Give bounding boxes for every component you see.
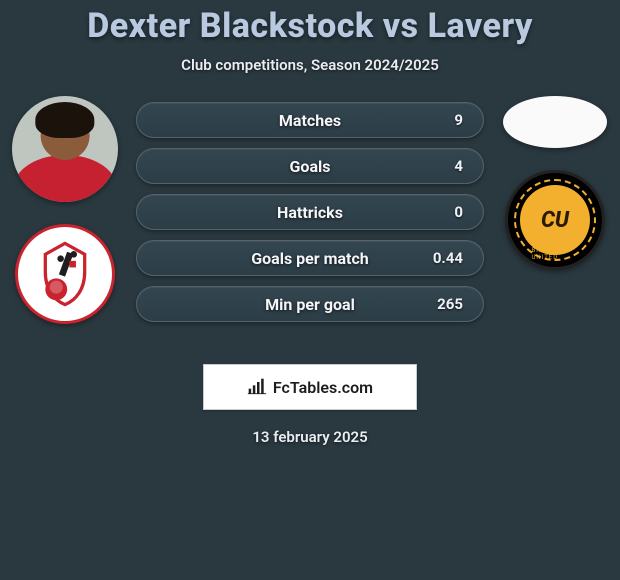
subtitle: Club competitions, Season 2024/2025: [0, 56, 620, 74]
stat-row: Min per goal 265: [136, 286, 484, 322]
right-player-avatar: [503, 96, 607, 148]
bar-chart-icon: [247, 377, 267, 397]
right-team-badge: CU BRIDGE UNITED: [505, 170, 605, 270]
comparison-card: Dexter Blackstock vs Lavery Club competi…: [0, 0, 620, 580]
stat-right-value: 4: [403, 157, 463, 175]
right-player-column: CU BRIDGE UNITED: [496, 96, 614, 270]
stat-right-value: 265: [403, 295, 463, 313]
stat-row: Matches 9: [136, 102, 484, 138]
stat-label: Hattricks: [217, 203, 403, 222]
stat-right-value: 9: [403, 111, 463, 129]
date-text: 13 february 2025: [0, 428, 620, 446]
right-team-badge-ribbon: BRIDGE UNITED: [532, 247, 579, 261]
stat-row: Goals 4: [136, 148, 484, 184]
stat-right-value: 0: [403, 203, 463, 221]
page-title: Dexter Blackstock vs Lavery: [0, 6, 620, 46]
left-player-avatar: [12, 96, 118, 202]
stat-row: Hattricks 0: [136, 194, 484, 230]
left-team-badge-icon: [30, 239, 100, 309]
brand-text: FcTables.com: [273, 378, 373, 397]
stat-label: Goals per match: [217, 249, 403, 268]
main-area: CU BRIDGE UNITED Matches 9 Goals 4 Hattr…: [0, 102, 620, 352]
stat-right-value: 0.44: [403, 249, 463, 267]
left-player-column: [6, 96, 124, 324]
left-team-badge: [15, 224, 115, 324]
stat-label: Matches: [217, 111, 403, 130]
stat-row: Goals per match 0.44: [136, 240, 484, 276]
stat-label: Min per goal: [217, 295, 403, 314]
stat-label: Goals: [217, 157, 403, 176]
stats-list: Matches 9 Goals 4 Hattricks 0 Goals per …: [136, 102, 484, 332]
brand-box: FcTables.com: [203, 364, 417, 410]
right-team-badge-text: CU: [520, 185, 590, 255]
